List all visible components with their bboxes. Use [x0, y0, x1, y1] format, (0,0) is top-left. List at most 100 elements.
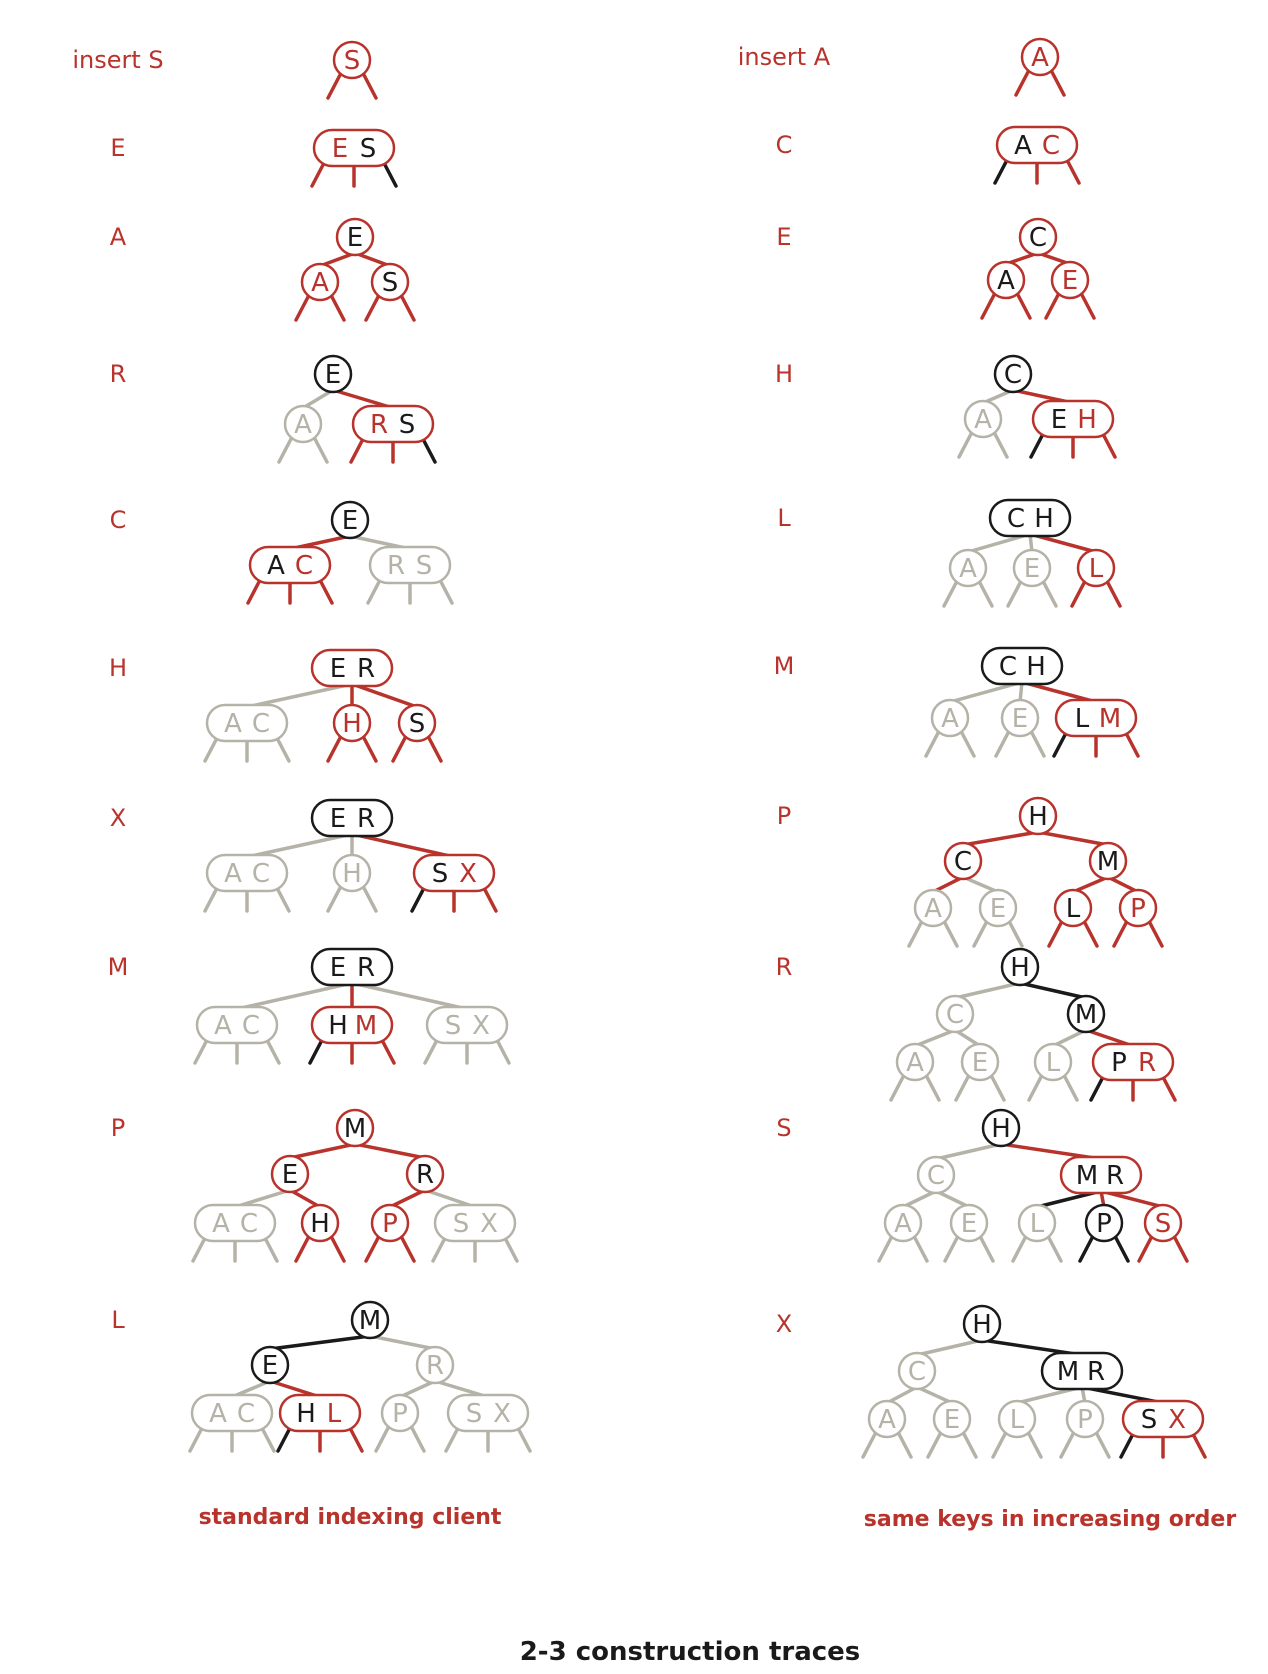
node-key: S: [344, 46, 361, 76]
tree-edge: [1071, 875, 1110, 894]
step-label: insert A: [738, 43, 831, 71]
step-label: H: [775, 360, 793, 388]
node-key: L: [1066, 894, 1081, 924]
node-outline: [978, 888, 1018, 928]
node-key: M: [1097, 847, 1119, 877]
step-label: insert S: [72, 46, 163, 74]
null-link: [438, 578, 454, 605]
node-key: C: [295, 551, 313, 581]
node-outline: [425, 1005, 509, 1045]
node-key: A: [209, 1399, 227, 1429]
node-outline: [1118, 888, 1158, 928]
node-key: P: [1096, 1209, 1112, 1239]
node-outline: [412, 853, 496, 893]
null-link: [366, 578, 382, 605]
left-step-7: X E RA C H S X: [110, 798, 498, 913]
null-link: [203, 886, 219, 913]
node-outline: [415, 1345, 455, 1385]
null-link: [310, 161, 326, 188]
step-label: M: [108, 953, 129, 981]
node-key: M: [1076, 1161, 1098, 1191]
node-outline: [1091, 1042, 1175, 1082]
node-outline: [351, 404, 435, 444]
null-link: [188, 1426, 204, 1453]
null-link: [1029, 432, 1045, 459]
right-step-5: L C H A E L: [777, 498, 1122, 608]
node-outline: [433, 1203, 517, 1243]
null-link: [275, 736, 291, 763]
right-step-10: X HC M RA E L P S X: [776, 1304, 1207, 1459]
node-key: M: [1075, 1000, 1097, 1030]
two-node: A: [913, 888, 953, 928]
node-outline: [195, 1005, 279, 1045]
two-node: L: [1033, 1042, 1073, 1082]
null-link: [990, 1075, 1006, 1102]
null-link: [979, 1236, 995, 1263]
node-key: R: [387, 551, 405, 581]
null-link: [924, 731, 940, 758]
node-outline: [948, 548, 988, 588]
two-node: P: [380, 1393, 420, 1433]
null-link: [1050, 70, 1066, 97]
node-key: H: [1026, 652, 1046, 682]
step-label: A: [110, 223, 127, 251]
node-outline: [190, 1393, 274, 1433]
null-link: [1191, 1432, 1207, 1459]
node-key: A: [997, 266, 1015, 296]
node-key: P: [1077, 1405, 1093, 1435]
node-outline: [446, 1393, 530, 1433]
step-label: M: [774, 652, 795, 680]
node-outline: [949, 1203, 989, 1243]
two-node: A: [283, 404, 323, 444]
node-key: C: [252, 859, 270, 889]
node-key: A: [294, 410, 312, 440]
two-node: A: [883, 1203, 923, 1243]
tree-edge: [934, 1189, 971, 1209]
null-link: [877, 1236, 893, 1263]
node-key: C: [927, 1161, 945, 1191]
two-node: M: [335, 1108, 375, 1148]
two-node: A: [948, 548, 988, 588]
node-outline: [332, 40, 372, 80]
two-node: H: [332, 703, 372, 743]
tree-edge: [961, 830, 1040, 847]
two-node: S: [332, 40, 372, 80]
node-key: R: [357, 654, 375, 684]
node-key: A: [959, 554, 977, 584]
node-key: R: [370, 410, 388, 440]
tree-edge: [961, 875, 1000, 894]
null-link: [1070, 581, 1086, 608]
node-outline: [330, 500, 370, 540]
node-outline: [963, 399, 1003, 439]
node-key: P: [1130, 894, 1146, 924]
node-key: M: [359, 1306, 381, 1336]
null-link: [423, 1038, 439, 1065]
node-outline: [935, 994, 975, 1034]
two-node: A: [867, 1399, 907, 1439]
node-outline: [995, 125, 1079, 165]
node-key: M: [1057, 1357, 1079, 1387]
two-node: C: [1018, 217, 1058, 257]
null-link: [318, 578, 334, 605]
node-key: H: [1034, 504, 1054, 534]
two-node: E: [932, 1399, 972, 1439]
tree-edge: [915, 1385, 954, 1405]
null-link: [897, 1432, 913, 1459]
two-node: P: [1118, 888, 1158, 928]
node-key: A: [311, 268, 329, 298]
node-key: C: [1042, 131, 1060, 161]
null-link: [427, 736, 443, 763]
node-key: R: [1138, 1048, 1156, 1078]
node-outline: [1031, 399, 1115, 439]
null-link: [1016, 293, 1032, 320]
